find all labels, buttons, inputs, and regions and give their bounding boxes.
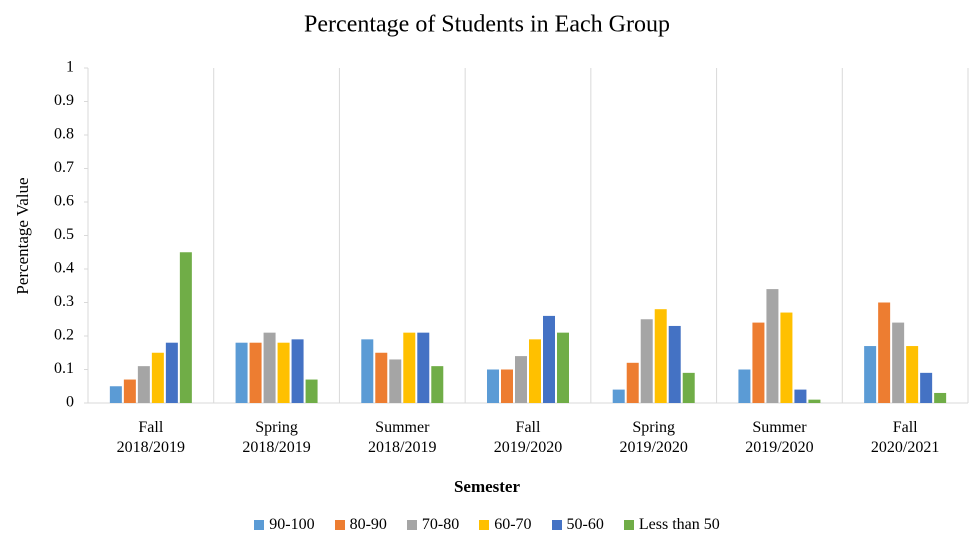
bar (626, 362, 639, 403)
bar (906, 346, 919, 403)
legend-swatch (406, 520, 417, 530)
bar (682, 372, 695, 403)
legend-item: 90-100 (254, 516, 315, 534)
bar (403, 332, 416, 403)
legend-swatch (623, 520, 634, 530)
bar (738, 369, 751, 403)
legend-label: Less than 50 (638, 516, 720, 533)
legend-item: 70-80 (406, 516, 460, 534)
x-tick-label: Fall 2018/2019 (116, 419, 186, 456)
legend-label: 70-80 (421, 516, 460, 533)
bar (277, 342, 290, 403)
legend-item: Less than 50 (623, 516, 720, 534)
bar (249, 342, 262, 403)
bar (291, 339, 304, 403)
bar (808, 399, 821, 403)
legend-label: 50-60 (566, 516, 604, 533)
bar (179, 252, 192, 403)
y-tick-label: 0.5 (54, 226, 74, 243)
bar (529, 339, 541, 403)
legend: 90-100 80-90 70-80 60-70 50-60 Less than 50 (0, 516, 974, 534)
x-tick-label: Fall 2020/2021 (870, 419, 940, 456)
bar (780, 312, 793, 403)
bar (878, 302, 891, 403)
legend-item: 50-60 (551, 516, 604, 534)
legend-label: 60-70 (494, 516, 532, 533)
bar (920, 372, 933, 403)
bar (766, 289, 779, 403)
bar (934, 392, 947, 403)
bar (612, 389, 625, 403)
y-tick-label: 0.9 (54, 92, 74, 109)
bar (515, 356, 527, 403)
legend-label: 80-90 (349, 516, 387, 533)
bar (235, 342, 248, 403)
bar (654, 309, 667, 403)
x-tick-label: Summer 2019/2020 (745, 419, 814, 456)
y-tick-label: 0.6 (54, 193, 74, 210)
x-tick-label: Summer 2018/2019 (368, 419, 437, 456)
bar (487, 369, 499, 403)
legend-swatch (334, 520, 345, 530)
legend-swatch (551, 520, 562, 530)
bar (794, 389, 807, 403)
y-tick-label: 0.3 (54, 293, 74, 310)
bar (752, 322, 765, 403)
bar (151, 352, 164, 403)
bar (137, 366, 150, 403)
bar (375, 352, 388, 403)
x-tick-label: Fall 2019/2020 (493, 419, 563, 456)
bar (165, 342, 178, 403)
bar (864, 346, 877, 403)
bar (431, 366, 444, 403)
bar (417, 332, 430, 403)
bar (123, 379, 136, 403)
y-tick-label: 0.8 (54, 126, 74, 143)
y-tick-label: 0.4 (54, 260, 74, 277)
legend-item: 80-90 (334, 516, 387, 534)
x-tick-label: Spring 2018/2019 (242, 419, 311, 456)
legend-swatch (254, 520, 265, 530)
y-tick-label: 0.7 (54, 159, 74, 176)
legend-item: 60-70 (479, 516, 532, 534)
x-axis-label: Semester (454, 477, 521, 496)
y-tick-label: 0.2 (54, 327, 74, 344)
bar (501, 369, 513, 403)
bar (892, 322, 905, 403)
y-tick-label: 0 (66, 394, 74, 411)
bar (557, 332, 569, 403)
bar (640, 319, 653, 403)
legend-swatch (479, 520, 490, 530)
x-tick-label: Spring 2019/2020 (619, 419, 688, 456)
bar (389, 359, 402, 403)
bar (263, 332, 276, 403)
bar (361, 339, 374, 403)
y-tick-label: 0.1 (54, 360, 74, 377)
chart-title: Percentage of Students in Each Group (304, 12, 670, 38)
bar (305, 379, 318, 403)
y-tick-label: 1 (66, 59, 74, 76)
bar (543, 315, 555, 403)
legend-label: 90-100 (269, 516, 315, 533)
bar (668, 325, 681, 403)
bar (109, 386, 122, 403)
y-axis-label: Percentage Value (13, 177, 32, 294)
